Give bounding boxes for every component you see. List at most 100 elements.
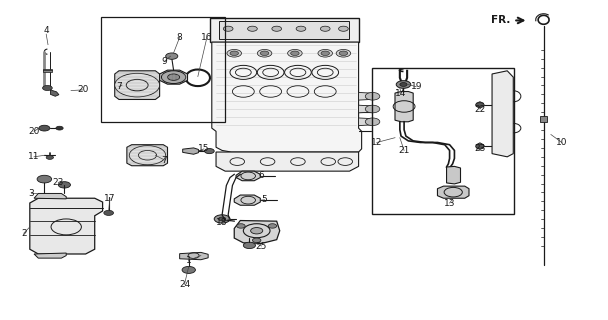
Circle shape — [272, 26, 282, 31]
Polygon shape — [395, 92, 413, 122]
Circle shape — [318, 50, 333, 57]
Text: 19: 19 — [410, 82, 422, 91]
Circle shape — [166, 53, 178, 59]
Circle shape — [214, 215, 230, 223]
Circle shape — [268, 224, 277, 228]
Text: 5: 5 — [261, 195, 268, 204]
Text: 16: 16 — [201, 33, 213, 42]
Text: 23: 23 — [53, 178, 64, 187]
Circle shape — [204, 148, 214, 154]
Circle shape — [227, 50, 241, 57]
Circle shape — [336, 50, 351, 57]
Circle shape — [291, 51, 299, 55]
Text: 6: 6 — [258, 172, 264, 180]
Circle shape — [288, 50, 302, 57]
Circle shape — [365, 118, 380, 125]
Circle shape — [39, 125, 50, 131]
Polygon shape — [30, 198, 103, 254]
Text: 25: 25 — [256, 242, 268, 251]
Circle shape — [104, 210, 114, 215]
Text: 1: 1 — [186, 256, 192, 265]
Polygon shape — [359, 118, 371, 125]
Circle shape — [37, 175, 52, 183]
Polygon shape — [34, 194, 66, 199]
Polygon shape — [179, 252, 208, 260]
Text: 21: 21 — [398, 146, 410, 155]
Circle shape — [162, 71, 185, 84]
Text: 11: 11 — [29, 152, 40, 161]
Polygon shape — [234, 220, 280, 244]
Polygon shape — [446, 166, 460, 184]
Text: 7: 7 — [116, 82, 122, 91]
Text: 20: 20 — [29, 127, 40, 136]
Circle shape — [250, 228, 263, 234]
Circle shape — [339, 26, 348, 31]
Polygon shape — [216, 152, 359, 171]
Polygon shape — [476, 102, 483, 108]
Bar — [210, 18, 359, 42]
Polygon shape — [359, 92, 371, 100]
Circle shape — [230, 51, 238, 55]
Polygon shape — [236, 171, 260, 181]
Circle shape — [243, 242, 255, 249]
Polygon shape — [50, 90, 59, 96]
Polygon shape — [115, 71, 160, 100]
Circle shape — [365, 92, 380, 100]
Text: FR.: FR. — [491, 15, 511, 26]
Circle shape — [218, 217, 226, 221]
Circle shape — [182, 267, 195, 273]
Text: 22: 22 — [474, 105, 486, 114]
Polygon shape — [234, 195, 260, 205]
Polygon shape — [34, 253, 66, 258]
Text: 15: 15 — [198, 144, 210, 153]
Circle shape — [58, 182, 71, 188]
Circle shape — [339, 51, 348, 55]
Polygon shape — [359, 105, 371, 113]
Circle shape — [168, 74, 179, 80]
Circle shape — [252, 238, 261, 243]
Text: 18: 18 — [216, 218, 228, 227]
Text: 3: 3 — [28, 189, 34, 198]
Polygon shape — [182, 148, 198, 154]
Circle shape — [257, 50, 272, 57]
Polygon shape — [160, 70, 187, 84]
Text: 9: 9 — [162, 57, 167, 66]
Text: 4: 4 — [43, 27, 49, 36]
Text: 8: 8 — [177, 33, 182, 42]
Text: 10: 10 — [556, 138, 567, 147]
Polygon shape — [127, 145, 168, 166]
Polygon shape — [437, 186, 469, 198]
Polygon shape — [492, 71, 513, 157]
Circle shape — [43, 85, 52, 91]
Circle shape — [223, 26, 233, 31]
Circle shape — [475, 144, 484, 148]
Bar — [372, 68, 514, 214]
Text: 12: 12 — [371, 138, 382, 147]
Polygon shape — [476, 143, 483, 149]
Text: 14: 14 — [395, 89, 407, 98]
Circle shape — [321, 51, 330, 55]
Text: 13: 13 — [444, 198, 455, 207]
Bar — [540, 116, 547, 123]
Circle shape — [296, 26, 306, 31]
Bar — [43, 68, 52, 72]
Circle shape — [260, 51, 269, 55]
Circle shape — [56, 126, 63, 130]
Text: 17: 17 — [104, 194, 116, 203]
Circle shape — [320, 26, 330, 31]
Text: 2: 2 — [21, 229, 27, 238]
Circle shape — [130, 146, 166, 165]
Text: 24: 24 — [179, 280, 190, 289]
Circle shape — [475, 103, 484, 107]
Circle shape — [396, 81, 411, 88]
Text: 7: 7 — [162, 156, 167, 164]
Circle shape — [365, 105, 380, 113]
Polygon shape — [212, 42, 362, 152]
Text: 20: 20 — [77, 85, 88, 94]
Circle shape — [46, 156, 54, 159]
Circle shape — [400, 83, 407, 86]
Bar — [101, 17, 225, 122]
Circle shape — [115, 73, 160, 97]
Circle shape — [237, 224, 245, 228]
Bar — [219, 21, 350, 39]
